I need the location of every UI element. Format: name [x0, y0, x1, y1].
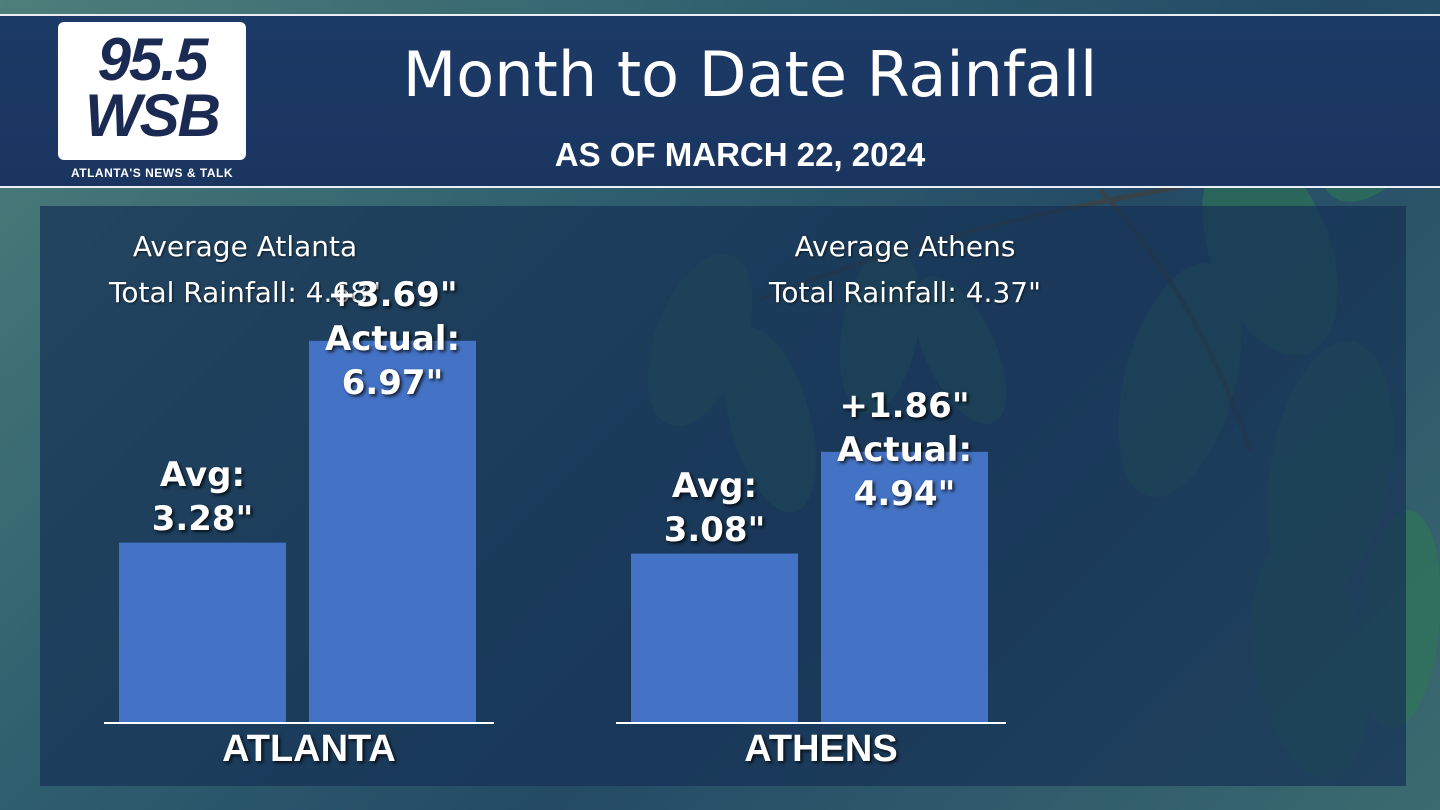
athens-actual-bar — [821, 451, 988, 722]
athens-avg-data-label: Avg: 3.08" — [663, 465, 766, 550]
atlanta-average-line1: Average Atlanta — [132, 230, 358, 263]
atlanta-average-note: Average Atlanta Total Rainfall: 4.68" — [60, 224, 430, 316]
atlanta-avg-bar — [119, 542, 286, 722]
athens-avg-bar — [631, 553, 798, 722]
athens-average-line1: Average Athens — [794, 230, 1016, 263]
athens-average-note: Average Athens Total Rainfall: 4.37" — [720, 224, 1090, 316]
logo-tagline: ATLANTA'S NEWS & TALK — [71, 166, 233, 180]
atlanta-average-line2: Total Rainfall: 4.68" — [109, 276, 381, 309]
station-logo: 95.5 WSB — [58, 22, 246, 160]
atlanta-actual-bar — [309, 340, 476, 722]
athens-actual-data-label: +1.86" Actual: 4.94" — [836, 385, 973, 514]
athens-category-label: ATHENS — [744, 728, 898, 770]
page-title: Month to Date Rainfall — [402, 38, 1098, 111]
header-bar: 95.5 WSB ATLANTA'S NEWS & TALK Month to … — [0, 14, 1440, 188]
logo-text: 95.5 WSB — [85, 26, 221, 149]
atlanta-avg-data-label: Avg: 3.28" — [151, 454, 254, 539]
page-subtitle: AS OF MARCH 22, 2024 — [554, 136, 926, 173]
athens-average-line2: Total Rainfall: 4.37" — [769, 276, 1041, 309]
atlanta-actual-data-label: +3.69" Actual: 6.97" — [324, 274, 461, 403]
atlanta-category-label: ATLANTA — [222, 728, 396, 770]
